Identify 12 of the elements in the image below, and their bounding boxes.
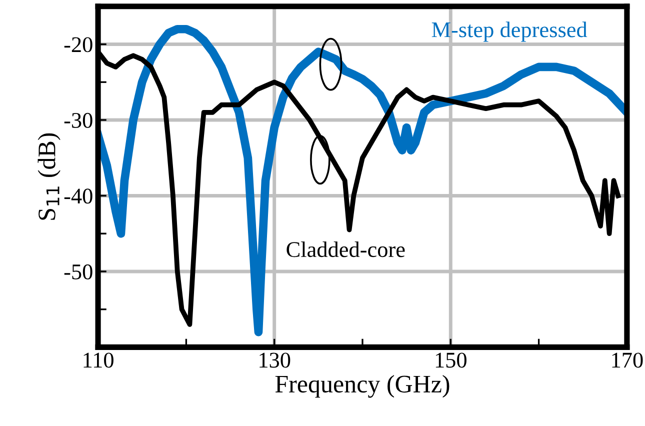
x-tick-label: 110 xyxy=(84,352,114,368)
y-tick-label: -40 xyxy=(64,188,92,204)
y-tick-label: -50 xyxy=(64,264,92,280)
x-tick-label: 170 xyxy=(612,352,643,368)
series-label: M-step depressed xyxy=(432,22,588,42)
series-label: Cladded-core xyxy=(286,241,405,258)
y-tick-label: -20 xyxy=(64,37,92,52)
x-axis-title: Frequency (GHz) xyxy=(275,374,450,398)
x-tick-label: 130 xyxy=(260,352,290,368)
y-tick-label: -30 xyxy=(64,112,92,128)
y-axis-title: S$_{11}$ (dB) xyxy=(38,133,60,220)
x-tick-label: 150 xyxy=(436,352,466,368)
